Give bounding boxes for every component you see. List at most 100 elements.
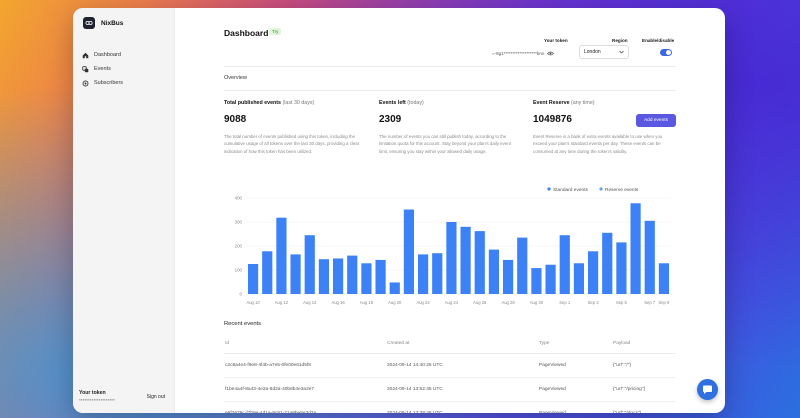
bar <box>276 217 287 294</box>
bar <box>644 220 655 294</box>
table-header-row: Id Created at Type Payload <box>224 334 676 354</box>
stat-title: Events left (today) <box>379 100 519 106</box>
logo-icon <box>83 17 95 29</box>
x-tick-label: Sep 5 <box>616 300 628 305</box>
table-row[interactable]: e6f2679c-f7b9e-4d1e-9c81-21a9be5e3d2a 20… <box>224 401 676 413</box>
x-tick-label: Aug 14 <box>303 300 317 305</box>
token-value: =-8g1*******************bnn <box>492 51 545 56</box>
column-header: Id <box>224 334 386 354</box>
x-tick-label: Sep 3 <box>588 300 600 305</box>
x-tick-label: Sep 1 <box>559 300 571 305</box>
stat-title-text: Events left <box>379 100 406 106</box>
event-type: PageViewed <box>538 353 612 378</box>
stat-description: The total number of events published usi… <box>224 134 360 154</box>
stat-events-left: Events left (today) 2309 The number of e… <box>379 100 519 155</box>
sidebar-item-label: Events <box>94 66 111 72</box>
legend-label-standard: Standard events <box>553 187 589 193</box>
x-tick-label: Sep 8 <box>658 300 670 305</box>
legend-label-reserve: Reserve events <box>605 187 639 193</box>
divider <box>224 66 676 67</box>
stat-note: (today) <box>407 100 424 106</box>
sidebar-item-label: Dashboard <box>94 52 121 58</box>
events-icon <box>82 65 89 72</box>
stat-title: Total published events (last 30 days) <box>224 100 364 106</box>
sidebar: NixBus Dashboard Events Subscribers Your… <box>73 8 175 413</box>
x-tick-label: Aug 28 <box>501 300 515 305</box>
legend-swatch-reserve <box>599 187 603 191</box>
column-header: Created at <box>386 334 538 354</box>
brand[interactable]: NixBus <box>83 17 123 29</box>
bar <box>488 249 500 294</box>
bar <box>616 242 627 294</box>
bar <box>602 232 613 294</box>
sidebar-nav: Dashboard Events Subscribers <box>82 48 123 90</box>
add-events-button[interactable]: Add events <box>636 114 676 127</box>
enable-label: Enable/disable <box>642 38 675 43</box>
stat-note: (any time) <box>571 100 595 106</box>
event-id: f1be4a4f-8a43-4e2a-8d2a-40b8b4e3a2e7 <box>224 377 386 402</box>
x-tick-label: Sep 7 <box>644 300 656 305</box>
bar <box>446 222 457 294</box>
sidebar-item-dashboard[interactable]: Dashboard <box>82 48 123 62</box>
y-tick-label: 400 <box>235 196 243 201</box>
stat-title-text: Event Reserve <box>533 100 570 106</box>
x-tick-label: Aug 30 <box>530 300 544 305</box>
bar <box>332 258 344 294</box>
sidebar-item-events[interactable]: Events <box>82 62 123 76</box>
bar <box>587 251 599 294</box>
bar <box>573 263 585 294</box>
sidebar-footer: Your token ******************** Sign out <box>79 390 169 403</box>
bar <box>247 264 259 294</box>
x-tick-label: Aug 12 <box>275 300 289 305</box>
plan-badge: Try <box>269 28 282 35</box>
bar <box>304 235 315 294</box>
y-tick-label: 200 <box>235 244 243 249</box>
enable-toggle[interactable] <box>660 49 672 56</box>
main-content: Dashboard Try Your token =-8g1**********… <box>174 8 725 413</box>
eye-icon[interactable] <box>547 51 555 56</box>
event-payload: {"url":"/"} <box>612 353 676 378</box>
column-header: Payload <box>612 334 676 354</box>
stat-title: Event Reserve (any time) <box>533 100 673 106</box>
bar <box>502 259 514 294</box>
stat-total-published: Total published events (last 30 days) 90… <box>224 100 364 155</box>
bar <box>318 259 330 294</box>
bar <box>474 231 485 294</box>
event-type: PageViewed <box>538 377 612 402</box>
stat-description: The number of events you can still publi… <box>379 134 511 154</box>
table-row[interactable]: c2c8a4e4-f9e8-4f4b-a7e5-0fe00e61d5f8 202… <box>224 353 676 378</box>
bar <box>432 253 443 294</box>
chat-icon <box>703 385 712 394</box>
bar <box>290 254 301 294</box>
bar <box>630 203 641 294</box>
region-value: London <box>584 49 601 55</box>
y-tick-label: 300 <box>235 220 243 225</box>
table-row[interactable]: f1be4a4f-8a43-4e2a-8d2a-40b8b4e3a2e7 202… <box>224 377 676 402</box>
event-payload: {"url":"/pricing"} <box>612 377 676 402</box>
sidebar-item-subscribers[interactable]: Subscribers <box>82 76 123 90</box>
x-tick-label: Aug 22 <box>416 300 430 305</box>
x-tick-label: Aug 10 <box>246 300 260 305</box>
stat-value: 2309 <box>379 114 402 125</box>
bar <box>361 263 372 294</box>
recent-events-title: Recent events <box>224 321 262 327</box>
overview-title: Overview <box>224 75 247 81</box>
event-type: PageViewed <box>538 401 612 413</box>
x-tick-label: Aug 16 <box>331 300 345 305</box>
y-tick-label: 0 <box>240 292 243 297</box>
bar <box>559 235 570 294</box>
events-bar-chart: Standard events Reserve events 400 300 200 10… <box>235 187 671 305</box>
chat-launcher-button[interactable] <box>697 379 718 400</box>
x-tick-label: Aug 24 <box>445 300 459 305</box>
token-field[interactable]: =-8g1*******************bnn <box>492 48 564 59</box>
event-created-at: 2024-09-14 14:40:26 UTC <box>386 353 538 378</box>
bar <box>517 237 528 294</box>
stat-note: (last 30 days) <box>282 100 315 106</box>
app-name: NixBus <box>101 19 124 27</box>
bar <box>375 259 386 294</box>
bar <box>460 226 471 294</box>
stat-value: 1049876 <box>533 114 572 125</box>
sign-out-button[interactable]: Sign out <box>146 394 165 400</box>
subscribers-icon <box>82 80 89 86</box>
region-select[interactable]: London <box>579 45 629 59</box>
